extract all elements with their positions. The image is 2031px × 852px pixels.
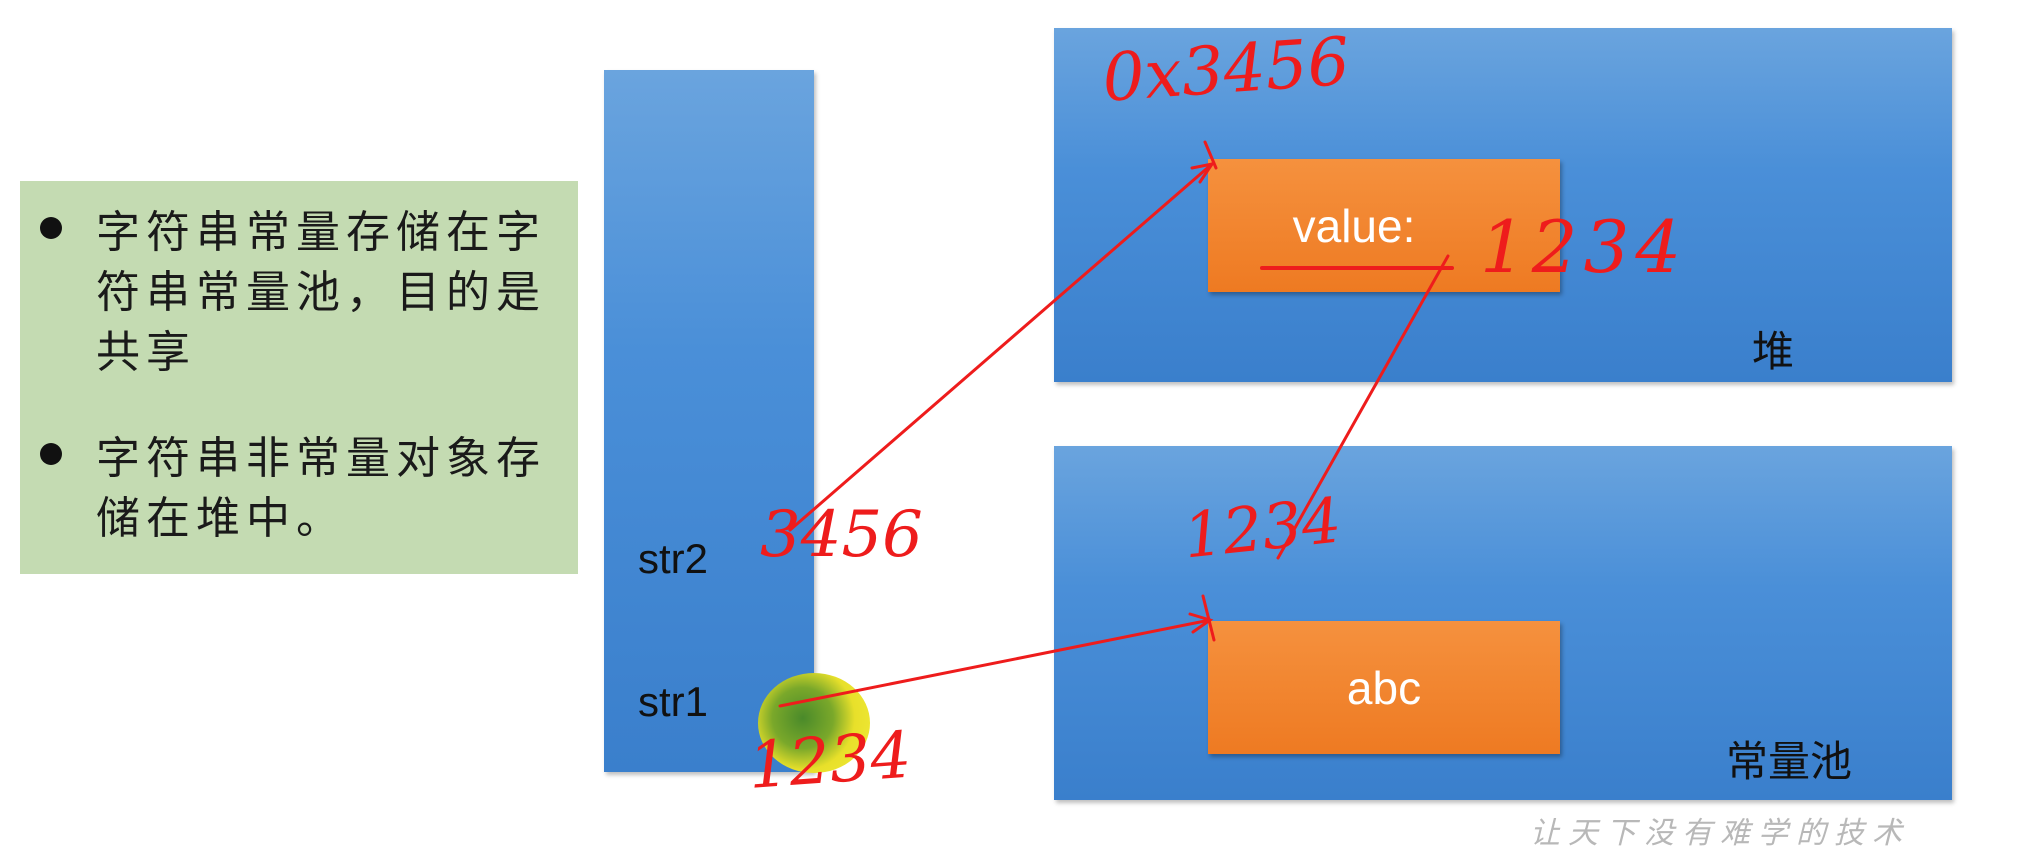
note-text: 字符串非常量对象存储在堆中。 [96,433,546,544]
arrow-str1-to-pool [778,618,1212,708]
var-str2-label: str2 [638,535,709,582]
pool-constant-text: abc [1346,661,1422,714]
value-ref-annotation: 1234 [1480,205,1688,289]
str2-ref-annotation: 3456 [760,498,923,572]
var-str1-label: str1 [638,678,709,725]
arrow-value-to-pool [1276,254,1450,560]
bullet-icon [40,443,62,465]
stack-area [604,70,814,772]
address-tick-pool [1201,594,1216,642]
note-panel: 字符串常量存储在字符串常量池，目的是共享 字符串非常量对象存储在堆中。 [20,181,578,574]
note-item: 字符串非常量对象存储在堆中。 [40,429,578,549]
watermark: 让天下没有难学的技术 [1530,816,1910,851]
address-tick-heap [1203,140,1218,170]
str1-ref-annotation: 1234 [746,718,914,804]
bullet-icon [40,217,62,239]
note-item: 字符串常量存储在字符串常量池，目的是共享 [40,203,578,383]
string-object-text: value: [1292,199,1416,252]
arrow-str2-to-heap [788,162,1214,532]
note-text: 字符串常量存储在字符串常量池，目的是共享 [96,207,546,378]
heap-label: 堆 [1752,327,1795,376]
arrowhead-heap [1190,161,1216,184]
pool-label: 常量池 [1726,737,1853,786]
cursor-highlight [758,673,870,773]
pool-constant-box: abc [1208,621,1560,754]
